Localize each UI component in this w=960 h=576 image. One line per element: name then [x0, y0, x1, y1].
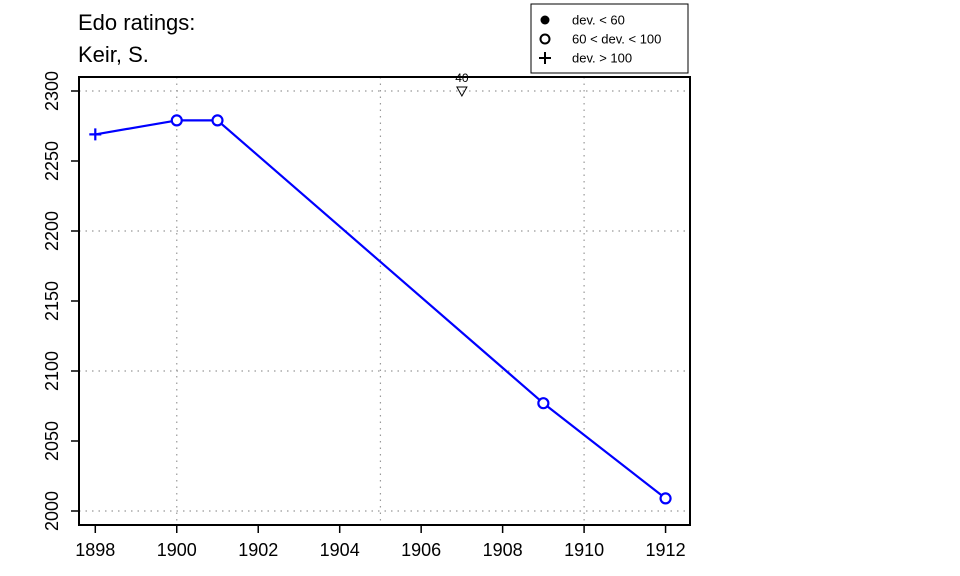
annotation: 40 [455, 71, 469, 98]
x-tick-label-3: 1904 [320, 540, 360, 560]
y-tick-label-3: 2150 [42, 281, 62, 321]
x-tick-label-7: 1912 [646, 540, 686, 560]
chart-title-line-1: Edo ratings: [78, 10, 195, 35]
x-tick-label-4: 1906 [401, 540, 441, 560]
legend-label-2: dev. > 100 [572, 51, 632, 66]
y-tick-label-5: 2250 [42, 141, 62, 181]
x-axis: 1898 1900 1902 1904 1906 1908 1910 1912 [75, 525, 686, 560]
rating-series [89, 114, 672, 505]
data-point-1 [170, 114, 183, 127]
legend-label-1: 60 < dev. < 100 [572, 32, 661, 47]
y-axis: 2000 2050 2100 2150 2200 2250 2300 [42, 71, 79, 531]
annotation-triangle-down-icon [456, 86, 468, 98]
grid [79, 77, 690, 525]
legend: dev. < 60 60 < dev. < 100 dev. > 100 [530, 3, 689, 74]
y-tick-label-4: 2200 [42, 211, 62, 251]
chart-title: Edo ratings: Keir, S. [78, 10, 195, 67]
chart-title-line-2: Keir, S. [78, 42, 149, 67]
x-tick-label-2: 1902 [238, 540, 278, 560]
plot-frame [78, 76, 691, 526]
x-tick-label-1: 1900 [157, 540, 197, 560]
data-point-4 [659, 492, 672, 505]
legend-box [530, 3, 689, 74]
y-tick-label-2: 2100 [42, 351, 62, 391]
x-tick-label-5: 1908 [483, 540, 523, 560]
x-tick-label-6: 1910 [564, 540, 604, 560]
data-point-0 [89, 128, 102, 141]
legend-label-0: dev. < 60 [572, 13, 625, 28]
x-tick-label-0: 1898 [75, 540, 115, 560]
y-tick-label-6: 2300 [42, 71, 62, 111]
legend-marker-plus-icon [539, 52, 551, 64]
y-tick-label-1: 2050 [42, 421, 62, 461]
data-point-2 [211, 114, 224, 127]
data-point-3 [537, 397, 550, 410]
legend-marker-filled-circle-icon [540, 15, 550, 25]
legend-marker-open-circle-icon [539, 33, 551, 45]
y-tick-label-0: 2000 [42, 491, 62, 531]
